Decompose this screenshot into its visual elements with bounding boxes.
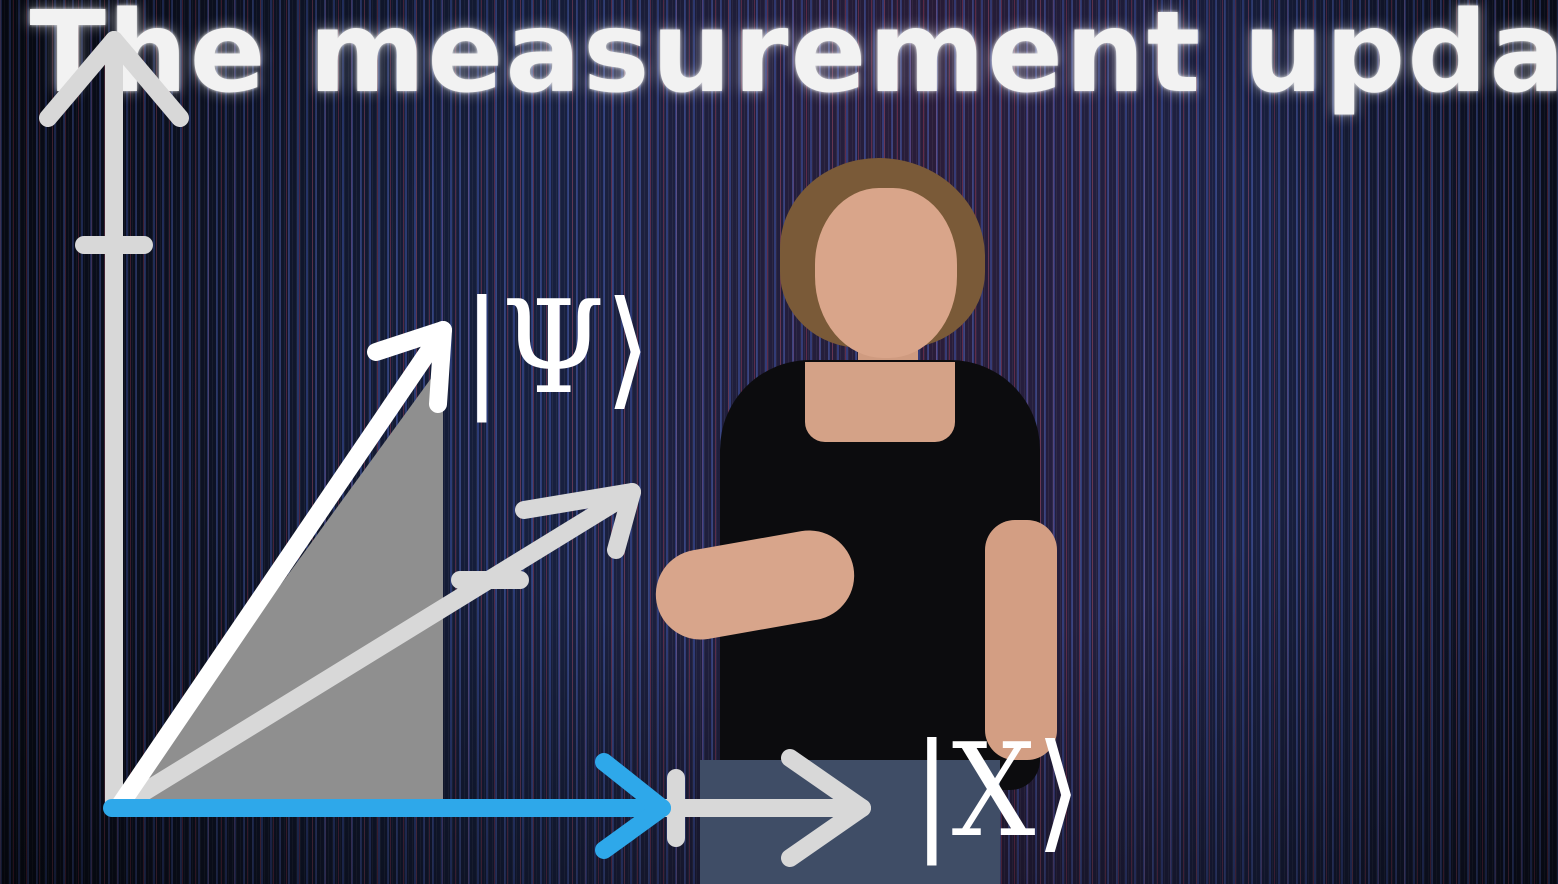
presenter-face <box>815 188 957 358</box>
secondary-vector-arrowhead <box>515 483 641 559</box>
presenter-neckline <box>805 362 955 442</box>
projection-arrowhead <box>595 753 671 859</box>
psi-vector <box>109 321 452 817</box>
x-ket-label: |X⟩ <box>912 717 1082 866</box>
psi-ket-label: |Ψ⟩ <box>462 274 651 423</box>
psi-vector-arrowhead <box>367 321 452 413</box>
slide-title: The measurement update <box>29 0 1558 118</box>
presenter-right-arm <box>985 520 1057 760</box>
x-axis-arrowhead <box>781 749 871 867</box>
secondary-vector <box>109 483 641 817</box>
y-axis-arrowhead <box>39 31 189 127</box>
